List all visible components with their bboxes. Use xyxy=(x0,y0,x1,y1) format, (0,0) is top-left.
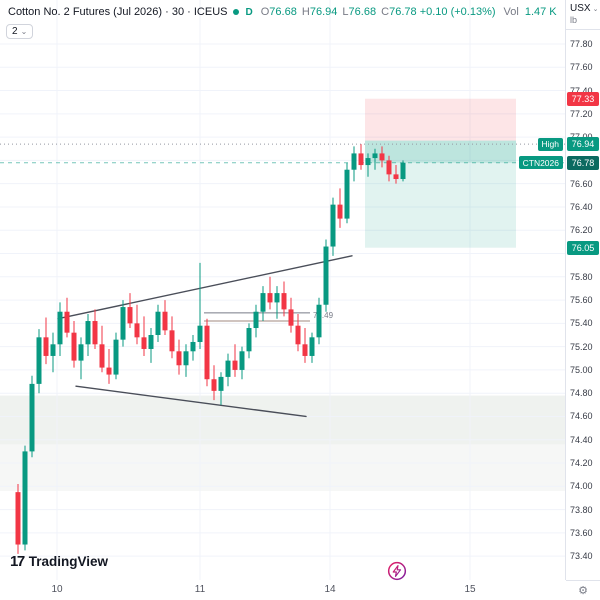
tradingview-wordmark: TradingView xyxy=(28,554,108,569)
volume-label: Vol xyxy=(503,6,519,18)
tradingview-mark-icon: 17 xyxy=(10,553,25,570)
price-axis-label: 75.60 xyxy=(570,295,593,306)
price-axis-label: 74.00 xyxy=(570,481,593,492)
price-axis-label: 75.40 xyxy=(570,318,593,329)
price-axis-label: 74.60 xyxy=(570,411,593,422)
time-axis-label: 15 xyxy=(464,584,476,595)
price-axis[interactable]: USX ⌄ lb 77.8077.6077.4077.2077.0076.607… xyxy=(566,0,600,581)
price-axis-label: 77.80 xyxy=(570,39,593,49)
price-axis-label: 73.80 xyxy=(570,504,593,515)
price-axis-label: 73.60 xyxy=(570,527,593,538)
time-axis-label: 11 xyxy=(194,584,206,595)
low-label: L xyxy=(342,6,349,18)
price-axis-label: 74.20 xyxy=(570,458,593,469)
price-axis-label: 77.40 xyxy=(570,85,593,96)
tradingview-logo[interactable]: 17 TradingView xyxy=(10,553,108,570)
chart-canvas[interactable]: 75.49 xyxy=(0,0,565,580)
symbol-title[interactable]: Cotton No. 2 Futures (Jul 2026) · 30 · I… xyxy=(8,6,228,18)
target-price-badge: 76.05 xyxy=(567,240,599,255)
delayed-data-icon[interactable]: D xyxy=(245,6,253,18)
high-price-badge: 76.94 xyxy=(567,137,599,152)
price-axis-label: 74.40 xyxy=(570,434,593,445)
change-value: +0.10 (+0.13%) xyxy=(419,6,496,18)
price-axis-label: 76.40 xyxy=(570,201,593,212)
open-label: O xyxy=(260,6,270,18)
time-axis[interactable]: 10 11 14 15 xyxy=(0,581,565,600)
price-axis-label: 76.20 xyxy=(570,225,593,236)
open-value: 76.68 xyxy=(269,6,297,18)
candlestick-chart[interactable]: 75.49 High CTN2026 xyxy=(0,0,566,580)
price-axis-label: 75.20 xyxy=(570,341,593,352)
symbol-legend: Cotton No. 2 Futures (Jul 2026) · 30 · I… xyxy=(8,6,557,18)
last-price-badge: 76.78 xyxy=(567,155,599,170)
close-value: 76.78 xyxy=(389,6,417,18)
price-axis-label: 75.00 xyxy=(570,364,593,375)
unit-sub-label: lb xyxy=(570,15,578,25)
price-axis-label: 77.20 xyxy=(570,108,593,119)
stop-price-badge: 77.33 xyxy=(567,91,599,106)
price-axis-label: 74.80 xyxy=(570,388,593,399)
market-status-icon xyxy=(233,9,240,15)
unit-value: USX xyxy=(570,3,591,14)
volume-value: 1.47 K xyxy=(524,6,557,18)
low-value: 76.68 xyxy=(348,6,377,18)
high-label: H xyxy=(301,6,310,18)
svg-text:75.49: 75.49 xyxy=(313,311,334,320)
price-axis-label: 77.60 xyxy=(570,62,593,73)
indicators-count: 2 xyxy=(12,26,18,37)
high-value: 76.94 xyxy=(309,6,338,18)
high-chip: High xyxy=(537,137,563,151)
time-axis-label: 14 xyxy=(324,584,336,595)
price-axis-label: 75.80 xyxy=(570,271,593,282)
symbol-chip: CTN2026 xyxy=(518,156,563,170)
gear-icon: ⚙ xyxy=(578,585,588,597)
indicators-count-pill[interactable]: 2 ⌄ xyxy=(6,24,34,39)
price-axis-label: 73.40 xyxy=(570,551,593,562)
boost-icon[interactable] xyxy=(387,561,407,581)
close-label: C xyxy=(381,6,390,18)
time-axis-label: 10 xyxy=(51,584,63,595)
chevron-down-icon: ⌄ xyxy=(592,5,599,13)
price-unit-selector[interactable]: USX ⌄ lb xyxy=(566,0,600,30)
scale-settings-button[interactable]: ⚙ xyxy=(566,581,600,600)
chevron-down-icon: ⌄ xyxy=(20,26,28,36)
price-axis-label: 76.60 xyxy=(570,178,593,189)
